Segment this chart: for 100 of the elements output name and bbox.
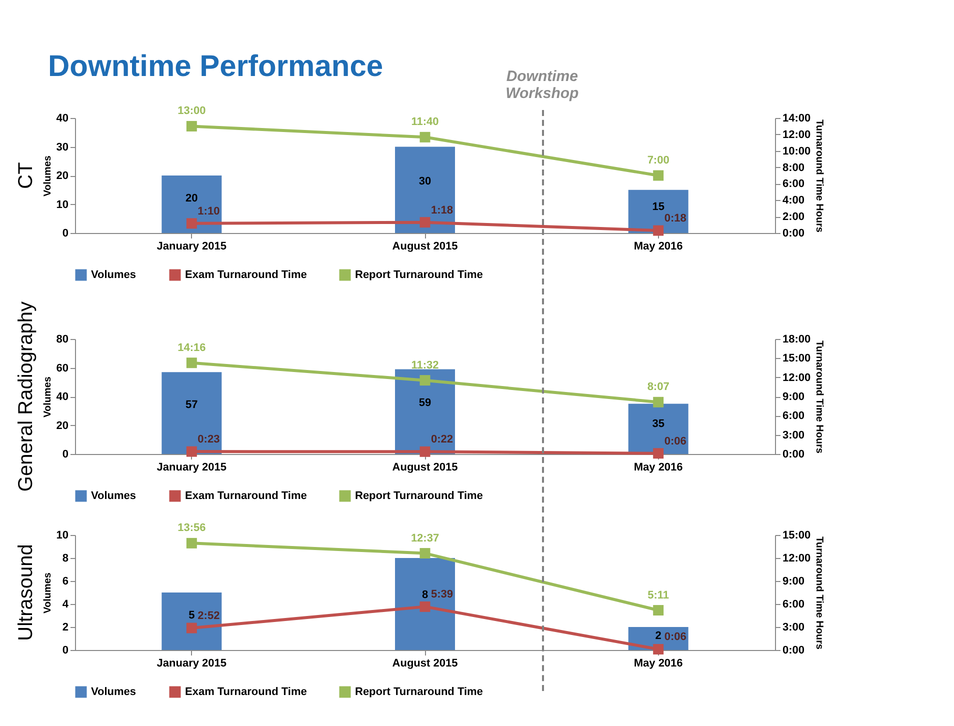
y2-tick-label: 6:00 (782, 598, 805, 610)
legend-label: Volumes (91, 686, 136, 698)
point (420, 446, 430, 457)
data-label: 11:40 (411, 116, 439, 128)
text: Downtime Workshop (504, 68, 580, 102)
point (186, 446, 197, 457)
text: CT (14, 162, 37, 189)
data-label: 13:00 (178, 105, 206, 118)
y2-tick-label: 8:00 (782, 162, 805, 174)
point (653, 170, 664, 181)
y2-tick-label: 12:00 (782, 552, 811, 564)
point (186, 218, 197, 229)
point (653, 605, 664, 616)
bar (162, 592, 222, 650)
y2-tick-label: 6:00 (782, 178, 805, 190)
bar (162, 176, 222, 233)
y2-axis-title: Turnaround Time Hours (814, 120, 825, 233)
data-label: 5:39 (431, 588, 454, 601)
y-axis-title: Volumes (42, 376, 54, 418)
point (186, 622, 197, 634)
data-label: 35 (652, 418, 664, 430)
bar (162, 372, 222, 454)
point (653, 396, 664, 408)
data-label: 0:22 (431, 434, 454, 446)
y2-tick-label: 12:00 (782, 372, 811, 384)
data-label: 20 (186, 192, 198, 204)
point (653, 448, 664, 459)
point (420, 375, 430, 386)
data-label: 15 (652, 201, 664, 214)
y2-tick-label: 14:00 (782, 112, 811, 124)
point (186, 358, 197, 368)
y-tick-label: 40 (56, 112, 68, 124)
data-label: 0:06 (664, 631, 686, 644)
point (420, 601, 430, 612)
bar (395, 558, 455, 650)
data-label: 0:23 (198, 434, 220, 446)
data-label: 13:56 (178, 522, 206, 534)
y-tick-label: 40 (56, 391, 68, 403)
legend-label: Exam Turnaround Time (185, 490, 307, 502)
data-label: 30 (418, 175, 432, 188)
y2-tick-label: 2:00 (782, 211, 805, 224)
y2-axis-title: Turnaround Time Hours (814, 340, 825, 454)
y-tick-label: 80 (56, 334, 68, 346)
point (186, 120, 197, 132)
legend-label: Volumes (91, 269, 136, 281)
data-label: 5:11 (648, 589, 670, 602)
text: General Radiography (14, 301, 37, 492)
point (420, 217, 430, 228)
data-label: 2:52 (198, 610, 220, 622)
point (420, 548, 430, 559)
y-tick-label: 30 (56, 141, 68, 154)
y2-tick-label: 0:00 (782, 448, 805, 460)
y2-tick-label: 18:00 (782, 334, 811, 346)
point (420, 132, 430, 142)
data-label: 8 (422, 588, 428, 601)
legend-label: Report Turnaround Time (355, 490, 483, 502)
legend-label: Exam Turnaround Time (185, 269, 307, 281)
y-tick-label: 20 (56, 420, 68, 432)
legend-label: Report Turnaround Time (355, 686, 483, 698)
y-tick-label: 60 (56, 362, 68, 374)
point (186, 538, 197, 548)
y2-tick-label: 10:00 (782, 145, 811, 158)
data-label: 7:00 (647, 154, 670, 166)
data-label: 12:37 (410, 532, 440, 544)
data-label: 57 (186, 398, 198, 411)
legend-label: Volumes (91, 490, 136, 502)
x-tick-label: August 2015 (392, 658, 458, 670)
y2-tick-label: 3:00 (782, 622, 805, 634)
y2-tick-label: 0:00 (782, 228, 805, 240)
legend-label: Exam Turnaround Time (185, 686, 307, 698)
y-tick-label: 10 (56, 530, 68, 542)
y2-tick-label: 15:00 (782, 530, 811, 542)
y2-axis-title: Turnaround Time Hours (814, 536, 825, 650)
y2-tick-label: 9:00 (782, 576, 805, 588)
y-axis-title: Volumes (42, 572, 54, 614)
data-label: 2 (655, 630, 662, 642)
point (653, 644, 664, 654)
x-tick-label: August 2015 (392, 462, 458, 474)
y2-tick-label: 15:00 (782, 352, 811, 365)
y-tick-label: 6 (62, 576, 68, 588)
y-tick-label: 8 (62, 552, 68, 564)
y-tick-label: 20 (56, 170, 68, 182)
bar (395, 146, 455, 233)
x-tick-label: January 2015 (156, 462, 227, 474)
data-label: 1:18 (431, 204, 454, 216)
data-label: 8:07 (647, 381, 670, 394)
data-label: 14:16 (178, 342, 206, 354)
y2-tick-label: 12:00 (782, 128, 811, 141)
y-axis-title: Volumes (42, 155, 54, 196)
data-label: 1:10 (198, 205, 220, 218)
data-label: 0:18 (664, 212, 686, 225)
data-label: 59 (418, 397, 432, 410)
x-tick-label: May 2016 (634, 658, 683, 670)
y2-tick-label: 0:00 (782, 644, 805, 656)
y-tick-label: 0 (62, 644, 68, 656)
y-tick-label: 4 (62, 598, 70, 610)
y2-tick-label: 9:00 (782, 391, 805, 403)
text: Ultrasound (14, 544, 37, 641)
x-tick-label: January 2015 (156, 240, 227, 252)
y-tick-label: 2 (62, 622, 68, 634)
